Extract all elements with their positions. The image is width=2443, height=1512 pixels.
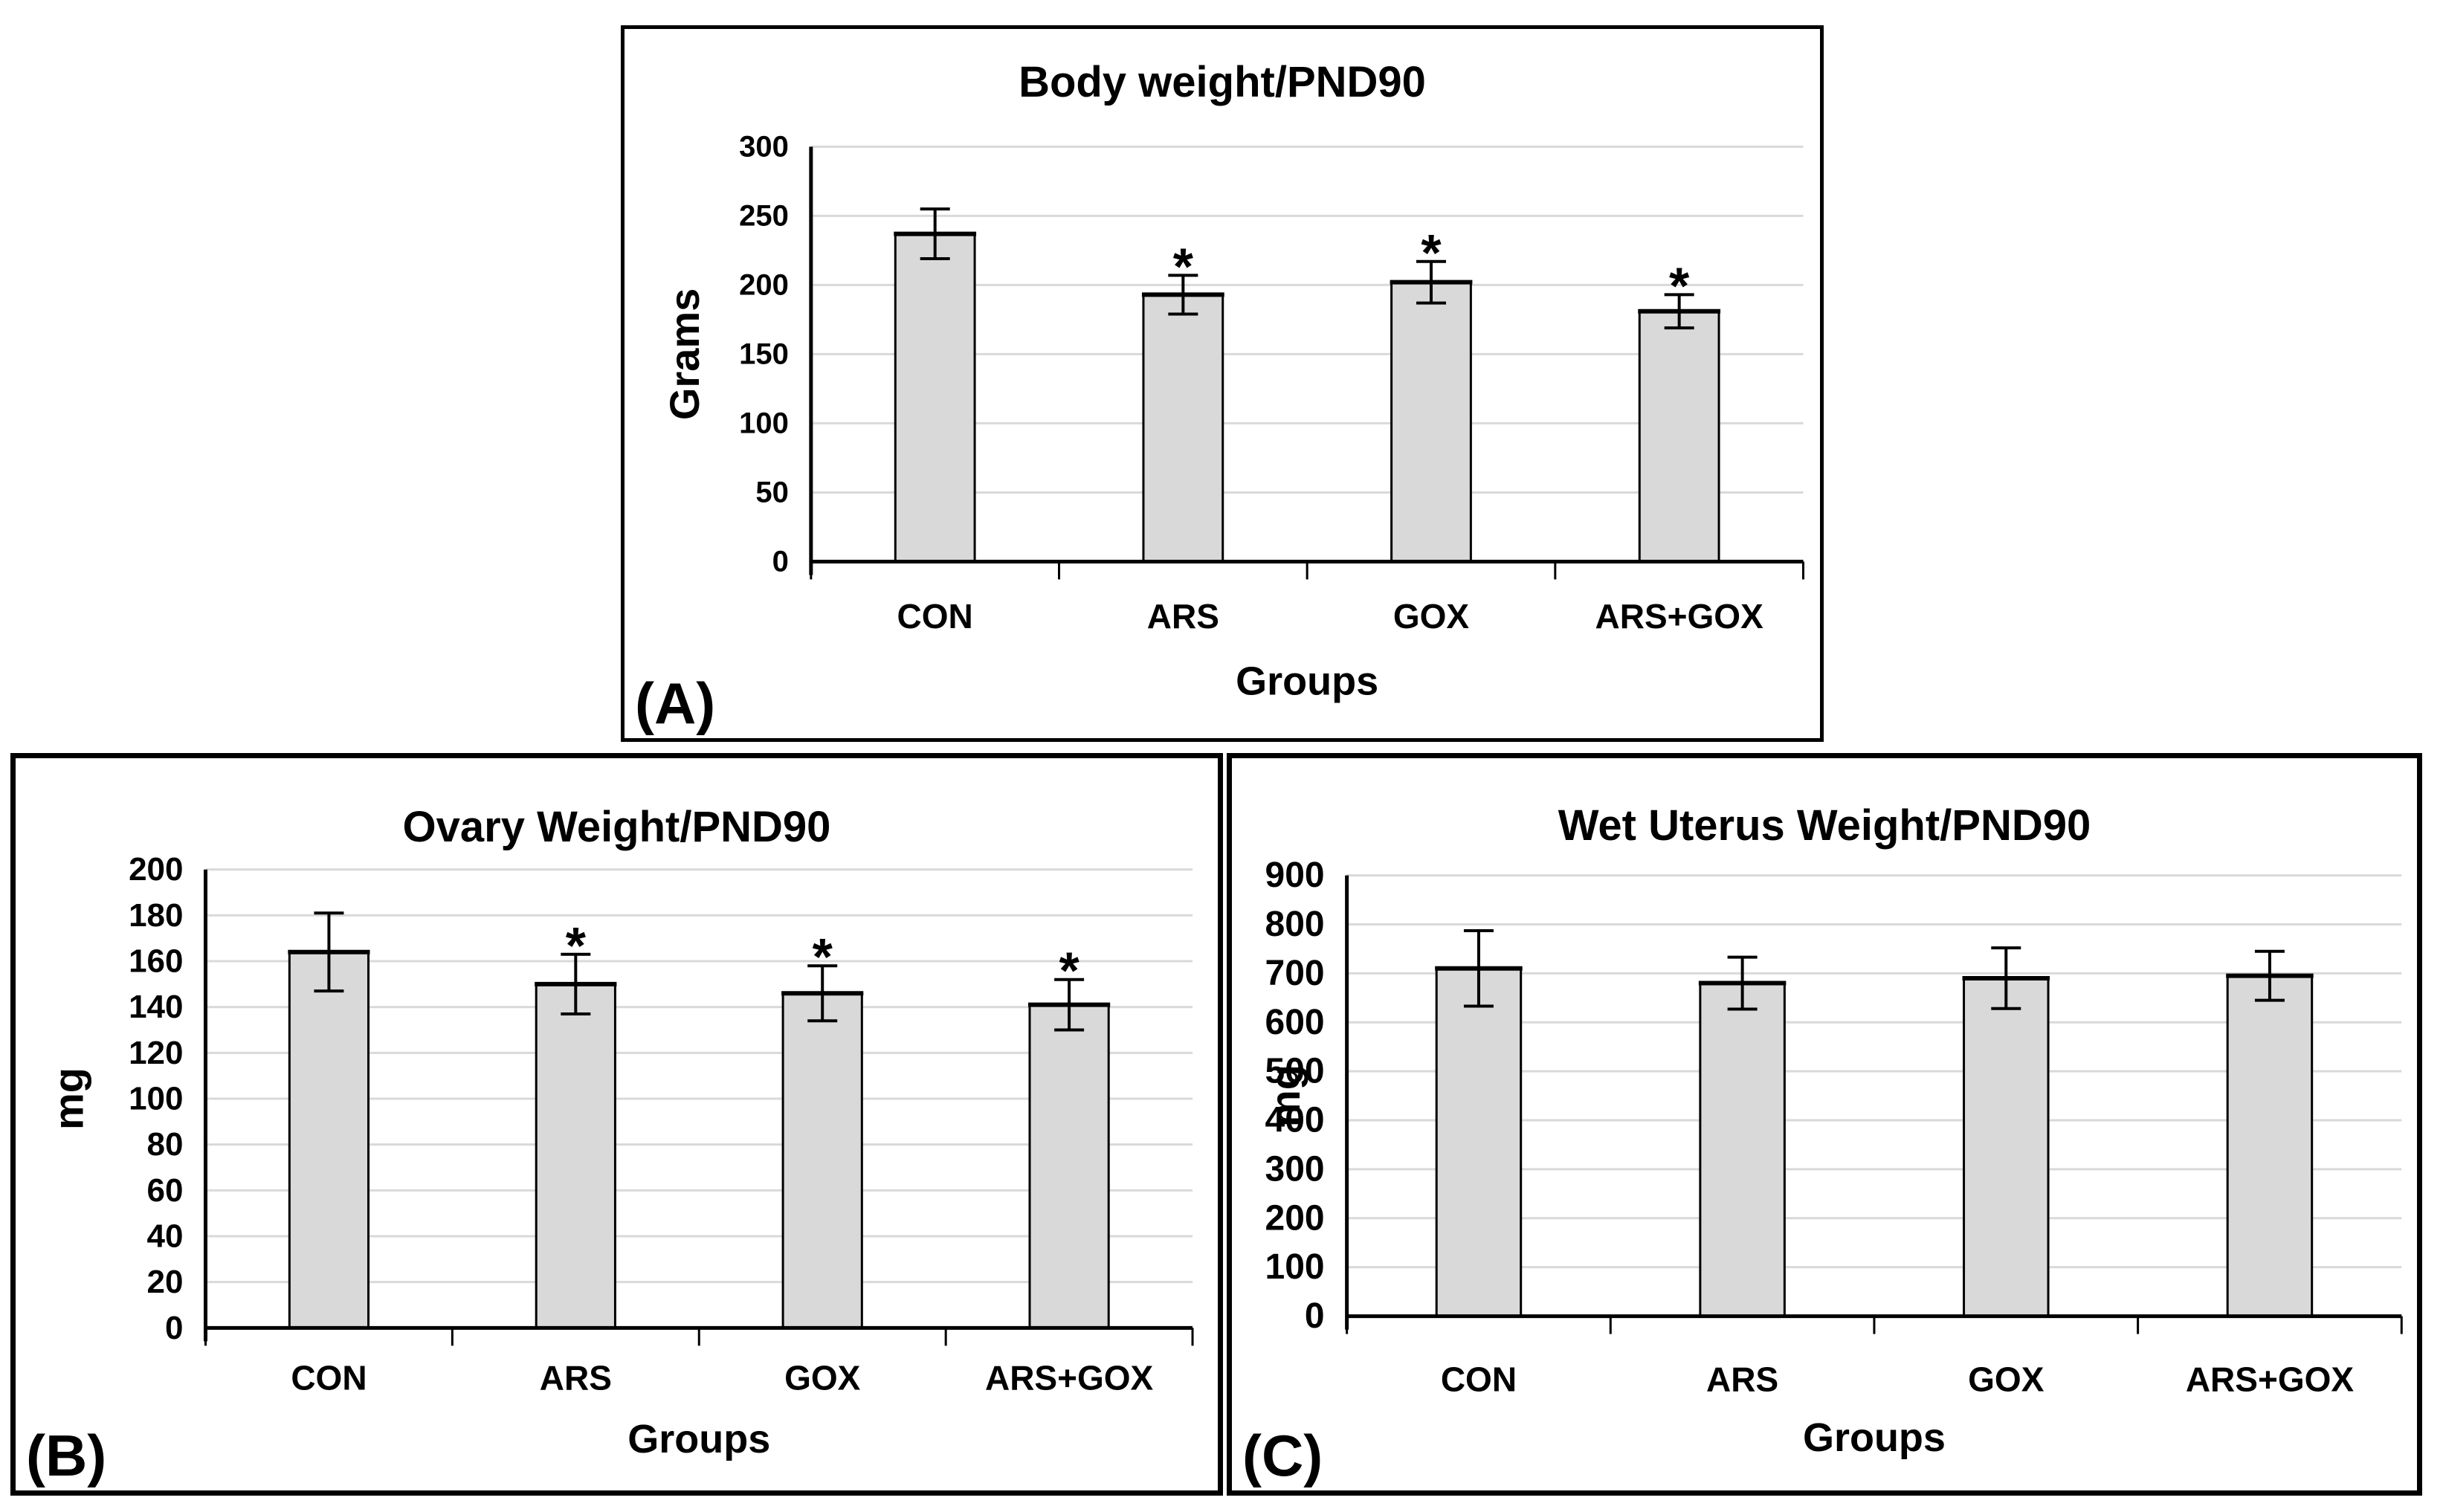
svg-text:Groups: Groups (1236, 659, 1378, 704)
svg-text:ARS+GOX: ARS+GOX (2186, 1360, 2355, 1398)
svg-text:120: 120 (129, 1035, 183, 1071)
svg-text:*: * (1059, 942, 1079, 1000)
svg-text:400: 400 (1265, 1101, 1325, 1140)
svg-text:40: 40 (147, 1218, 184, 1255)
svg-text:CON: CON (897, 597, 973, 636)
svg-text:600: 600 (1265, 1003, 1325, 1042)
svg-text:Ovary Weight/PND90: Ovary Weight/PND90 (403, 803, 831, 851)
svg-text:*: * (1173, 237, 1194, 295)
svg-text:CON: CON (291, 1358, 367, 1397)
svg-text:20: 20 (147, 1264, 184, 1300)
svg-text:100: 100 (129, 1081, 183, 1117)
svg-text:CON: CON (1441, 1360, 1517, 1398)
panel-c-letter: (C) (1242, 1423, 1323, 1488)
svg-text:900: 900 (1265, 856, 1325, 895)
svg-text:*: * (1421, 224, 1442, 282)
svg-text:800: 800 (1265, 905, 1325, 944)
svg-text:*: * (1669, 256, 1690, 314)
svg-text:300: 300 (1265, 1149, 1325, 1189)
svg-text:140: 140 (129, 989, 183, 1025)
svg-text:250: 250 (739, 199, 789, 232)
svg-text:0: 0 (772, 545, 789, 578)
svg-text:180: 180 (129, 897, 183, 934)
svg-text:80: 80 (147, 1126, 184, 1163)
svg-text:GOX: GOX (1968, 1360, 2045, 1398)
panel-b: CON * ARS * GOX * ARS+GOX 0 20 40 60 80 100 120 140 160… (10, 753, 1223, 1496)
svg-text:Grams: Grams (661, 288, 708, 420)
svg-text:*: * (566, 917, 587, 975)
svg-text:100: 100 (739, 407, 789, 439)
body-weight-chart: CON * ARS * GOX * ARS+GOX 0 50 100 150 200 250 300 Bod… (661, 58, 1804, 704)
svg-text:ARS+GOX: ARS+GOX (985, 1358, 1154, 1397)
svg-text:*: * (813, 928, 833, 986)
svg-text:150: 150 (739, 337, 789, 370)
svg-text:0: 0 (165, 1310, 183, 1346)
svg-text:GOX: GOX (784, 1358, 861, 1397)
svg-text:500: 500 (1265, 1052, 1325, 1091)
svg-text:200: 200 (1265, 1198, 1325, 1238)
svg-text:100: 100 (1265, 1247, 1325, 1287)
svg-text:Groups: Groups (627, 1417, 770, 1461)
svg-text:700: 700 (1265, 954, 1325, 993)
svg-text:ARS+GOX: ARS+GOX (1595, 597, 1764, 636)
svg-text:50: 50 (755, 476, 789, 508)
svg-text:mg: mg (45, 1067, 92, 1130)
svg-text:Groups: Groups (1803, 1415, 1946, 1460)
svg-text:300: 300 (739, 130, 789, 163)
svg-text:GOX: GOX (1393, 597, 1470, 636)
panel-c: CON ARS GOX ARS+GOX 0 100 200 300 400 500 600 700 80… (1227, 753, 2422, 1496)
svg-text:ARS: ARS (1147, 597, 1219, 636)
svg-text:ARS: ARS (540, 1358, 612, 1397)
panel-b-letter: (B) (26, 1423, 107, 1488)
svg-text:ARS: ARS (1706, 1360, 1778, 1398)
uterus-weight-chart: CON ARS GOX ARS+GOX 0 100 200 300 400 500 600 700 80… (1262, 801, 2403, 1460)
svg-text:Wet Uterus Weight/PND90: Wet Uterus Weight/PND90 (1558, 801, 2091, 850)
svg-text:160: 160 (129, 943, 183, 980)
svg-text:0: 0 (1305, 1296, 1325, 1336)
svg-text:Body weight/PND90: Body weight/PND90 (1019, 58, 1426, 106)
svg-text:mg: mg (1262, 1064, 1308, 1127)
panel-a: CON * ARS * GOX * ARS+GOX 0 50 100 150 200 250 300 Bod… (621, 25, 1824, 742)
svg-text:200: 200 (739, 268, 789, 301)
panel-a-letter: (A) (635, 671, 716, 736)
svg-text:60: 60 (147, 1172, 184, 1209)
svg-text:200: 200 (129, 851, 183, 888)
ovary-weight-chart: CON * ARS * GOX * ARS+GOX 0 20 40 60 80 100 120 140 160… (45, 803, 1194, 1461)
